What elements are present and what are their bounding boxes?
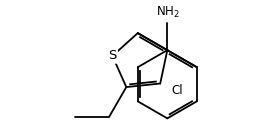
- Text: Cl: Cl: [172, 84, 184, 97]
- Text: NH$_2$: NH$_2$: [156, 5, 180, 20]
- Text: S: S: [108, 49, 117, 62]
